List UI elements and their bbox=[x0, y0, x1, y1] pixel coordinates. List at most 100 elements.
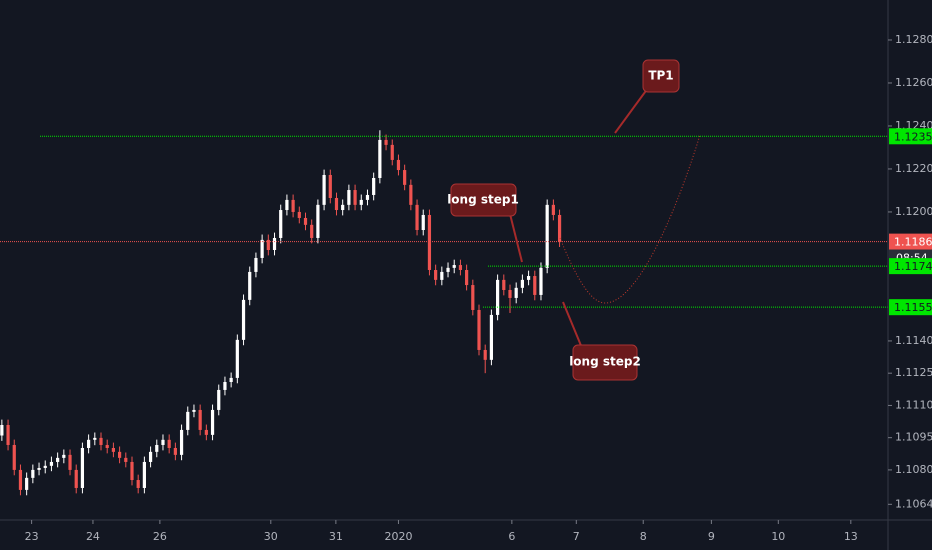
y-tick-label: 1.11100 bbox=[895, 398, 932, 411]
y-tick-label: 1.12600 bbox=[895, 76, 932, 89]
candle-body bbox=[489, 314, 494, 360]
candle-body bbox=[130, 461, 134, 481]
candle-body bbox=[241, 299, 246, 340]
candle-body bbox=[74, 469, 78, 488]
candle-body bbox=[179, 429, 184, 455]
candle-body bbox=[210, 409, 215, 435]
candle-body bbox=[198, 409, 202, 430]
candle-body bbox=[297, 211, 301, 218]
annotation-box bbox=[450, 183, 517, 217]
candle-body bbox=[87, 439, 91, 448]
candle-body bbox=[378, 139, 382, 178]
level-label-box bbox=[889, 299, 932, 316]
candle-body bbox=[68, 454, 72, 470]
x-tick-label: 26 bbox=[153, 530, 167, 543]
candle-body bbox=[124, 457, 128, 462]
x-tick-label: 10 bbox=[771, 530, 785, 543]
y-tick-label: 1.12000 bbox=[895, 205, 932, 218]
x-tick-label: 30 bbox=[264, 530, 278, 543]
candle-body bbox=[409, 184, 413, 205]
x-tick-label: 13 bbox=[844, 530, 858, 543]
annotation: long step1 bbox=[447, 183, 523, 263]
x-tick-label: 23 bbox=[25, 530, 39, 543]
candle-body bbox=[508, 289, 512, 298]
y-tick-label: 1.10950 bbox=[895, 431, 932, 444]
candle-body bbox=[62, 454, 66, 458]
candle-body bbox=[526, 276, 531, 280]
candle-body bbox=[12, 444, 16, 470]
candle-body bbox=[452, 265, 456, 268]
candle-body bbox=[291, 199, 295, 212]
candle-body bbox=[37, 467, 41, 470]
candle-body bbox=[446, 267, 450, 272]
candle-body bbox=[365, 194, 370, 200]
candle-body bbox=[359, 199, 363, 205]
candle-body bbox=[56, 457, 60, 462]
x-tick-label: 7 bbox=[573, 530, 580, 543]
candle-body bbox=[117, 451, 122, 458]
candle-body bbox=[421, 214, 425, 231]
y-tick-label: 1.10800 bbox=[895, 463, 932, 476]
candle-body bbox=[223, 381, 227, 390]
candle-body bbox=[260, 239, 264, 258]
x-tick-label: 24 bbox=[86, 530, 100, 543]
candle-body bbox=[80, 447, 85, 488]
candle-body bbox=[217, 389, 221, 410]
candle-body bbox=[322, 174, 326, 205]
candle-body bbox=[25, 477, 29, 490]
candle-body bbox=[557, 214, 562, 242]
annotation: TP1 bbox=[614, 59, 680, 134]
annotation-text: long step2 bbox=[569, 355, 641, 369]
candle-body bbox=[148, 451, 153, 462]
annotation-text: TP1 bbox=[648, 69, 673, 83]
x-tick-label: 9 bbox=[708, 530, 715, 543]
candle-body bbox=[384, 139, 388, 145]
annotation: long step2 bbox=[562, 301, 641, 381]
candle-body bbox=[272, 237, 277, 251]
candle-body bbox=[316, 204, 320, 238]
candle-body bbox=[341, 204, 345, 211]
level-label: 1.12352 bbox=[894, 130, 932, 143]
candle-body bbox=[396, 159, 401, 171]
candle-body bbox=[471, 285, 475, 310]
candle-body bbox=[111, 447, 116, 452]
candle-body bbox=[0, 424, 4, 436]
candle-body bbox=[49, 461, 54, 466]
candle-body bbox=[167, 439, 171, 448]
candle-body bbox=[390, 144, 394, 160]
annotation-pointer bbox=[509, 213, 523, 263]
candle-body bbox=[204, 429, 208, 435]
candle-body bbox=[310, 224, 314, 238]
x-tick-label: 8 bbox=[640, 530, 647, 543]
x-tick-label: 6 bbox=[508, 530, 515, 543]
candle-body bbox=[477, 309, 481, 350]
annotation-box bbox=[642, 59, 680, 93]
candle-body bbox=[105, 444, 109, 448]
candle-body bbox=[18, 469, 23, 490]
level-label: 1.11557 bbox=[894, 301, 932, 314]
candle-body bbox=[539, 267, 543, 295]
candle-body bbox=[161, 439, 165, 445]
annotation-box bbox=[572, 344, 638, 381]
candle-body bbox=[93, 437, 97, 440]
x-tick-label: 31 bbox=[329, 530, 343, 543]
candle-body bbox=[465, 269, 469, 286]
candle-body bbox=[372, 177, 376, 195]
price-labels: 1.128001.126001.124001.122001.120001.114… bbox=[25, 33, 932, 543]
candle-body bbox=[502, 279, 506, 290]
candle-body bbox=[353, 190, 357, 205]
candle-body bbox=[266, 239, 270, 251]
x-tick-label: 2020 bbox=[384, 530, 412, 543]
candle-body bbox=[31, 469, 35, 478]
candle-body bbox=[334, 197, 339, 211]
candle-body bbox=[43, 465, 47, 468]
candle-body bbox=[229, 377, 233, 382]
y-tick-label: 1.11250 bbox=[895, 366, 932, 379]
candle-body bbox=[142, 461, 146, 488]
y-tick-label: 1.12800 bbox=[895, 33, 932, 46]
candle-body bbox=[403, 170, 407, 185]
candle-body bbox=[192, 409, 196, 412]
candle-body bbox=[496, 279, 500, 315]
y-tick-label: 1.11400 bbox=[895, 334, 932, 347]
